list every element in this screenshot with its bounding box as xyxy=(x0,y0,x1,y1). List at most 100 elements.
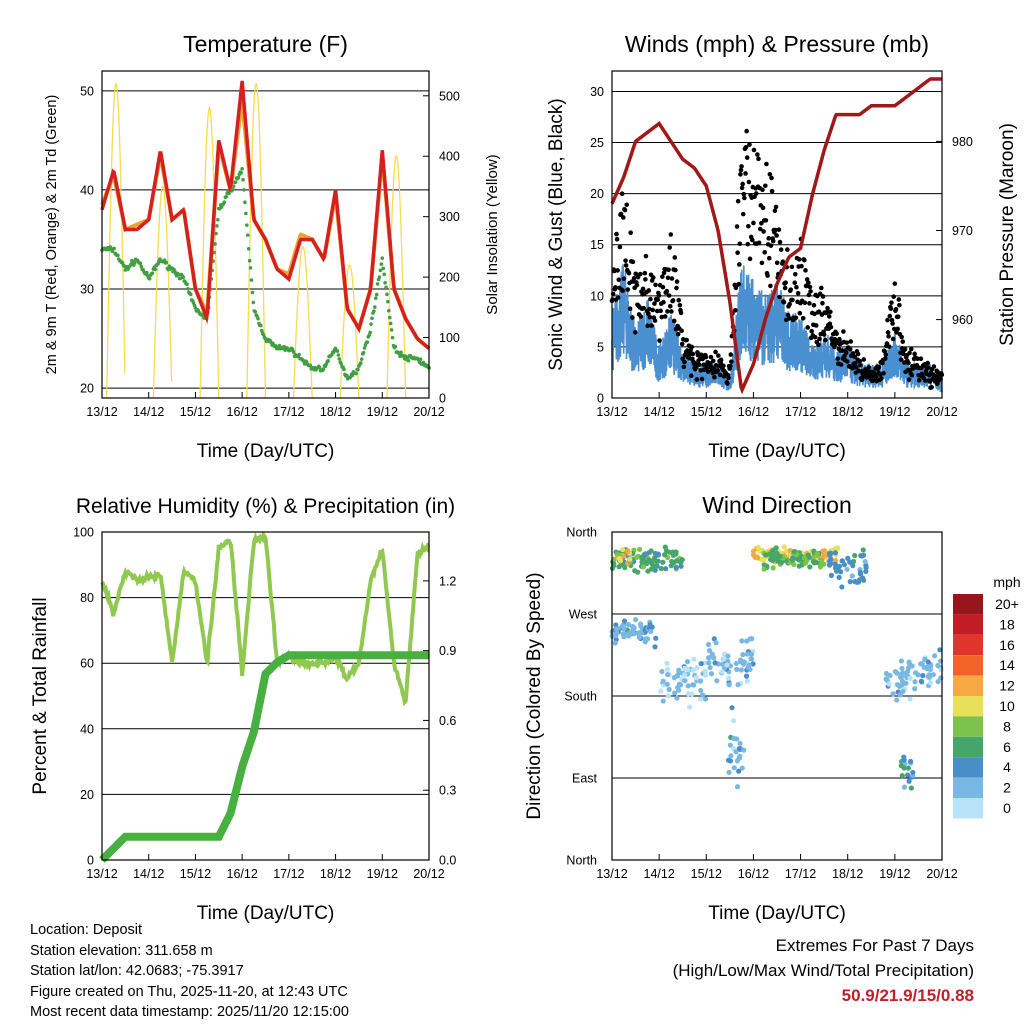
dewpoint-point xyxy=(246,247,251,251)
direction-point xyxy=(663,566,669,572)
gust-point xyxy=(816,342,821,348)
gust-point xyxy=(665,275,671,281)
direction-point xyxy=(620,546,626,553)
direction-point xyxy=(938,667,944,673)
direction-point xyxy=(712,660,718,666)
gust-point xyxy=(756,240,762,246)
dewpoint-point xyxy=(308,363,313,368)
direction-point xyxy=(703,672,709,678)
gust-point xyxy=(803,268,808,273)
y2-tick-label: 0.6 xyxy=(439,714,456,728)
direction-point xyxy=(633,554,640,561)
gust-point xyxy=(689,344,695,350)
dewpoint-point xyxy=(176,272,181,277)
direction-point xyxy=(731,718,737,724)
direction-point xyxy=(733,749,739,755)
gust-point xyxy=(662,314,668,319)
gust-point xyxy=(774,260,780,266)
gust-point xyxy=(925,360,930,366)
gust-point xyxy=(899,334,904,340)
direction-point xyxy=(687,704,693,710)
gust-point xyxy=(725,381,730,386)
x-tick-label: 17/12 xyxy=(273,405,304,419)
gust-point xyxy=(883,352,889,358)
gust-point xyxy=(679,328,684,334)
direction-point xyxy=(668,563,674,569)
dewpoint-point xyxy=(249,278,254,282)
legend-label: 0 xyxy=(1003,800,1011,816)
legend-swatch xyxy=(953,696,983,717)
dewpoint-point xyxy=(233,180,238,184)
gust-point xyxy=(659,314,665,320)
direction-point xyxy=(932,653,938,659)
legend-swatch xyxy=(953,655,983,676)
gust-point xyxy=(811,302,817,308)
gust-point xyxy=(679,341,685,347)
dewpoint-point xyxy=(236,175,241,180)
gust-point xyxy=(763,183,768,189)
direction-point xyxy=(721,656,727,662)
direction-point xyxy=(807,564,813,570)
direction-point xyxy=(719,669,725,675)
direction-point xyxy=(739,638,745,644)
gust-point xyxy=(652,318,658,323)
gust-point xyxy=(891,326,897,332)
gust-point xyxy=(768,283,773,289)
direction-point xyxy=(899,665,905,672)
dewpoint-point xyxy=(377,275,382,279)
gust-point xyxy=(800,315,806,321)
gust-point xyxy=(705,369,711,374)
gust-point xyxy=(614,237,620,242)
chart-title: Wind Direction xyxy=(702,492,852,518)
direction-point xyxy=(625,622,632,628)
gust-point xyxy=(923,378,928,383)
x-tick-label: 16/12 xyxy=(227,867,258,881)
x-tick-label: 14/12 xyxy=(133,867,164,881)
direction-point xyxy=(805,552,811,558)
gust-point xyxy=(802,257,807,263)
direction-point xyxy=(750,552,757,558)
gust-point xyxy=(795,290,801,296)
dewpoint-point xyxy=(213,242,217,246)
gust-point xyxy=(735,198,741,204)
direction-point xyxy=(802,560,809,566)
direction-point xyxy=(925,659,931,665)
direction-point xyxy=(901,765,907,771)
gust-point xyxy=(681,364,687,370)
legend-swatch xyxy=(953,777,983,798)
chart-title: Relative Humidity (%) & Precipitation (i… xyxy=(76,495,455,518)
gust-point xyxy=(918,356,924,362)
gust-point xyxy=(838,362,844,367)
x-tick-label: 19/12 xyxy=(367,867,398,881)
latlon: Station lat/lon: 42.0683; -75.3917 xyxy=(30,963,244,979)
dewpoint-point xyxy=(297,352,301,357)
direction-point xyxy=(698,678,704,684)
dewpoint-point xyxy=(250,290,255,295)
gust-point xyxy=(637,271,643,277)
y-tick-label: 50 xyxy=(80,84,94,98)
gust-point xyxy=(821,332,827,337)
direction-point xyxy=(660,678,666,684)
direction-point xyxy=(901,754,907,760)
solar-line xyxy=(386,155,407,399)
direction-point xyxy=(659,668,665,675)
gust-point xyxy=(844,340,850,345)
direction-point xyxy=(898,658,904,664)
direction-point xyxy=(676,667,682,673)
dewpoint-point xyxy=(251,300,256,305)
sonic-wind-line xyxy=(611,264,943,393)
gust-point xyxy=(787,301,792,307)
direction-point xyxy=(662,552,668,558)
gust-point xyxy=(772,208,778,214)
y-tick-label: 0 xyxy=(597,392,604,406)
gust-point xyxy=(665,309,670,314)
legend-swatch xyxy=(953,594,983,615)
gust-point xyxy=(718,357,724,363)
gust-point xyxy=(611,268,617,274)
gust-point xyxy=(735,250,740,255)
dewpoint-point xyxy=(248,266,253,270)
legend-label: 18 xyxy=(999,616,1015,632)
gust-point xyxy=(667,245,673,250)
gust-point xyxy=(888,306,894,311)
gust-point xyxy=(615,268,620,273)
